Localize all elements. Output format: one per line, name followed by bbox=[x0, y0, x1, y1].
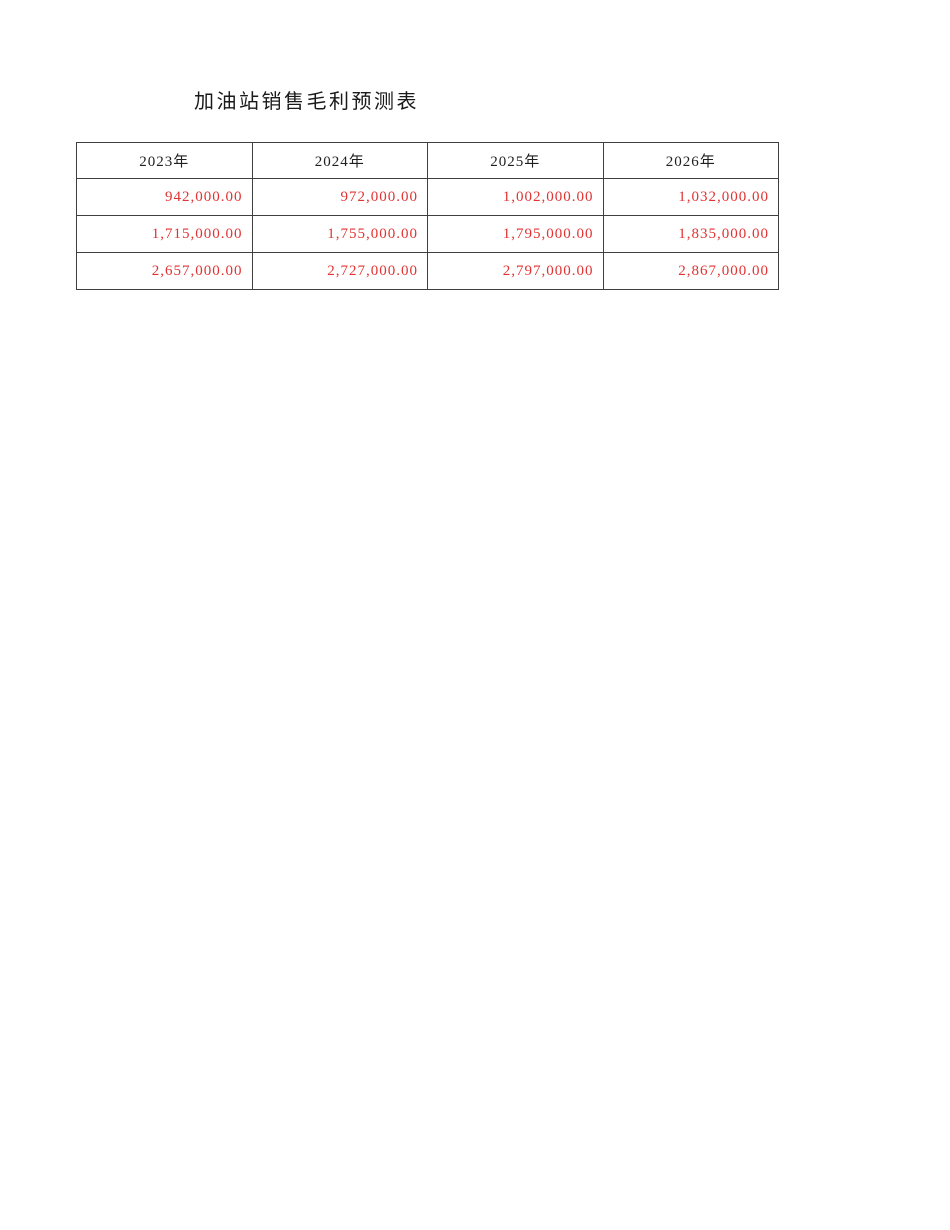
table-cell: 942,000.00 bbox=[76, 178, 253, 216]
column-header-2026: 2026年 bbox=[602, 142, 779, 179]
table-cell: 1,795,000.00 bbox=[427, 215, 604, 253]
table-cell: 1,755,000.00 bbox=[251, 215, 428, 253]
table-cell: 1,002,000.00 bbox=[427, 178, 604, 216]
table-row: 2,657,000.00 2,727,000.00 2,797,000.00 2… bbox=[76, 252, 779, 290]
table-cell: 2,867,000.00 bbox=[602, 252, 779, 290]
table-row: 942,000.00 972,000.00 1,002,000.00 1,032… bbox=[76, 178, 779, 216]
table-cell: 2,727,000.00 bbox=[251, 252, 428, 290]
table-header-row: 2023年 2024年 2025年 2026年 bbox=[76, 142, 779, 179]
table-cell: 1,032,000.00 bbox=[602, 178, 779, 216]
column-header-2024: 2024年 bbox=[251, 142, 428, 179]
column-header-2023: 2023年 bbox=[76, 142, 253, 179]
table-row: 1,715,000.00 1,755,000.00 1,795,000.00 1… bbox=[76, 215, 779, 253]
table-cell: 1,715,000.00 bbox=[76, 215, 253, 253]
column-header-2025: 2025年 bbox=[427, 142, 604, 179]
table-cell: 2,657,000.00 bbox=[76, 252, 253, 290]
table-cell: 972,000.00 bbox=[251, 178, 428, 216]
table-cell: 2,797,000.00 bbox=[427, 252, 604, 290]
page-title: 加油站销售毛利预测表 bbox=[194, 91, 419, 113]
table-cell: 1,835,000.00 bbox=[602, 215, 779, 253]
forecast-table: 2023年 2024年 2025年 2026年 942,000.00 972,0… bbox=[76, 142, 779, 290]
